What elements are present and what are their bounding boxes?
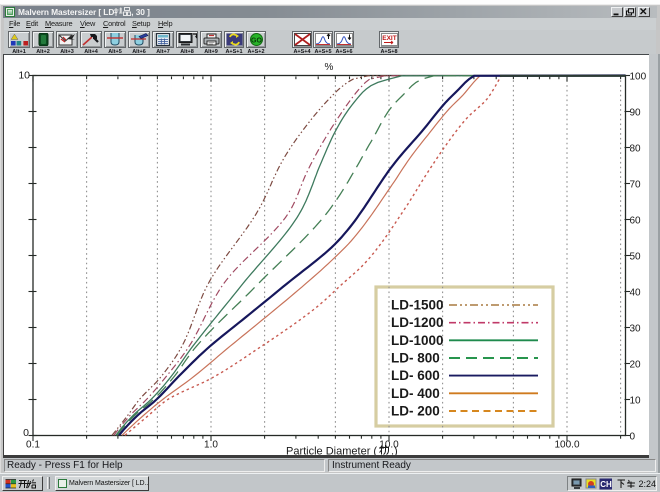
svg-text:30: 30 — [630, 323, 642, 334]
svg-text:CH: CH — [600, 480, 612, 489]
svg-text:LD-1000: LD-1000 — [391, 333, 444, 348]
svg-text:20: 20 — [630, 359, 642, 370]
svg-text:LD-1500: LD-1500 — [391, 298, 444, 313]
svg-text:%: % — [325, 62, 334, 73]
svg-text:80: 80 — [630, 143, 642, 154]
svg-text:Particle Diameter (: Particle Diameter ( — [286, 446, 377, 458]
svg-text:90: 90 — [630, 107, 642, 118]
svg-text:LD- 800: LD- 800 — [391, 350, 440, 365]
svg-text:LD-1200: LD-1200 — [391, 315, 444, 330]
svg-text:1.0: 1.0 — [204, 440, 218, 451]
svg-text:LD- 200: LD- 200 — [391, 403, 440, 418]
svg-text:LD- 600: LD- 600 — [391, 368, 440, 383]
svg-text:60: 60 — [630, 215, 642, 226]
svg-text:0: 0 — [630, 431, 636, 442]
svg-text:0.1: 0.1 — [26, 440, 40, 451]
svg-text:70: 70 — [630, 179, 642, 190]
svg-text:50: 50 — [630, 251, 642, 262]
svg-text:.): .) — [391, 446, 398, 458]
svg-text:GO: GO — [251, 38, 262, 45]
svg-text:EXIT: EXIT — [382, 35, 396, 42]
svg-text:10: 10 — [630, 395, 642, 406]
svg-text:40: 40 — [630, 287, 642, 298]
svg-text:10: 10 — [18, 70, 30, 82]
svg-text:100: 100 — [630, 71, 647, 82]
svg-text:0: 0 — [23, 427, 29, 439]
svg-text:100.0: 100.0 — [554, 440, 579, 451]
svg-text:10.0: 10.0 — [379, 440, 399, 451]
svg-text:LD- 400: LD- 400 — [391, 386, 440, 401]
